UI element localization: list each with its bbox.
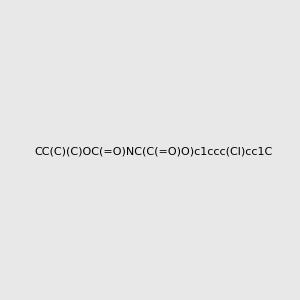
- Text: CC(C)(C)OC(=O)NC(C(=O)O)c1ccc(Cl)cc1C: CC(C)(C)OC(=O)NC(C(=O)O)c1ccc(Cl)cc1C: [34, 146, 273, 157]
